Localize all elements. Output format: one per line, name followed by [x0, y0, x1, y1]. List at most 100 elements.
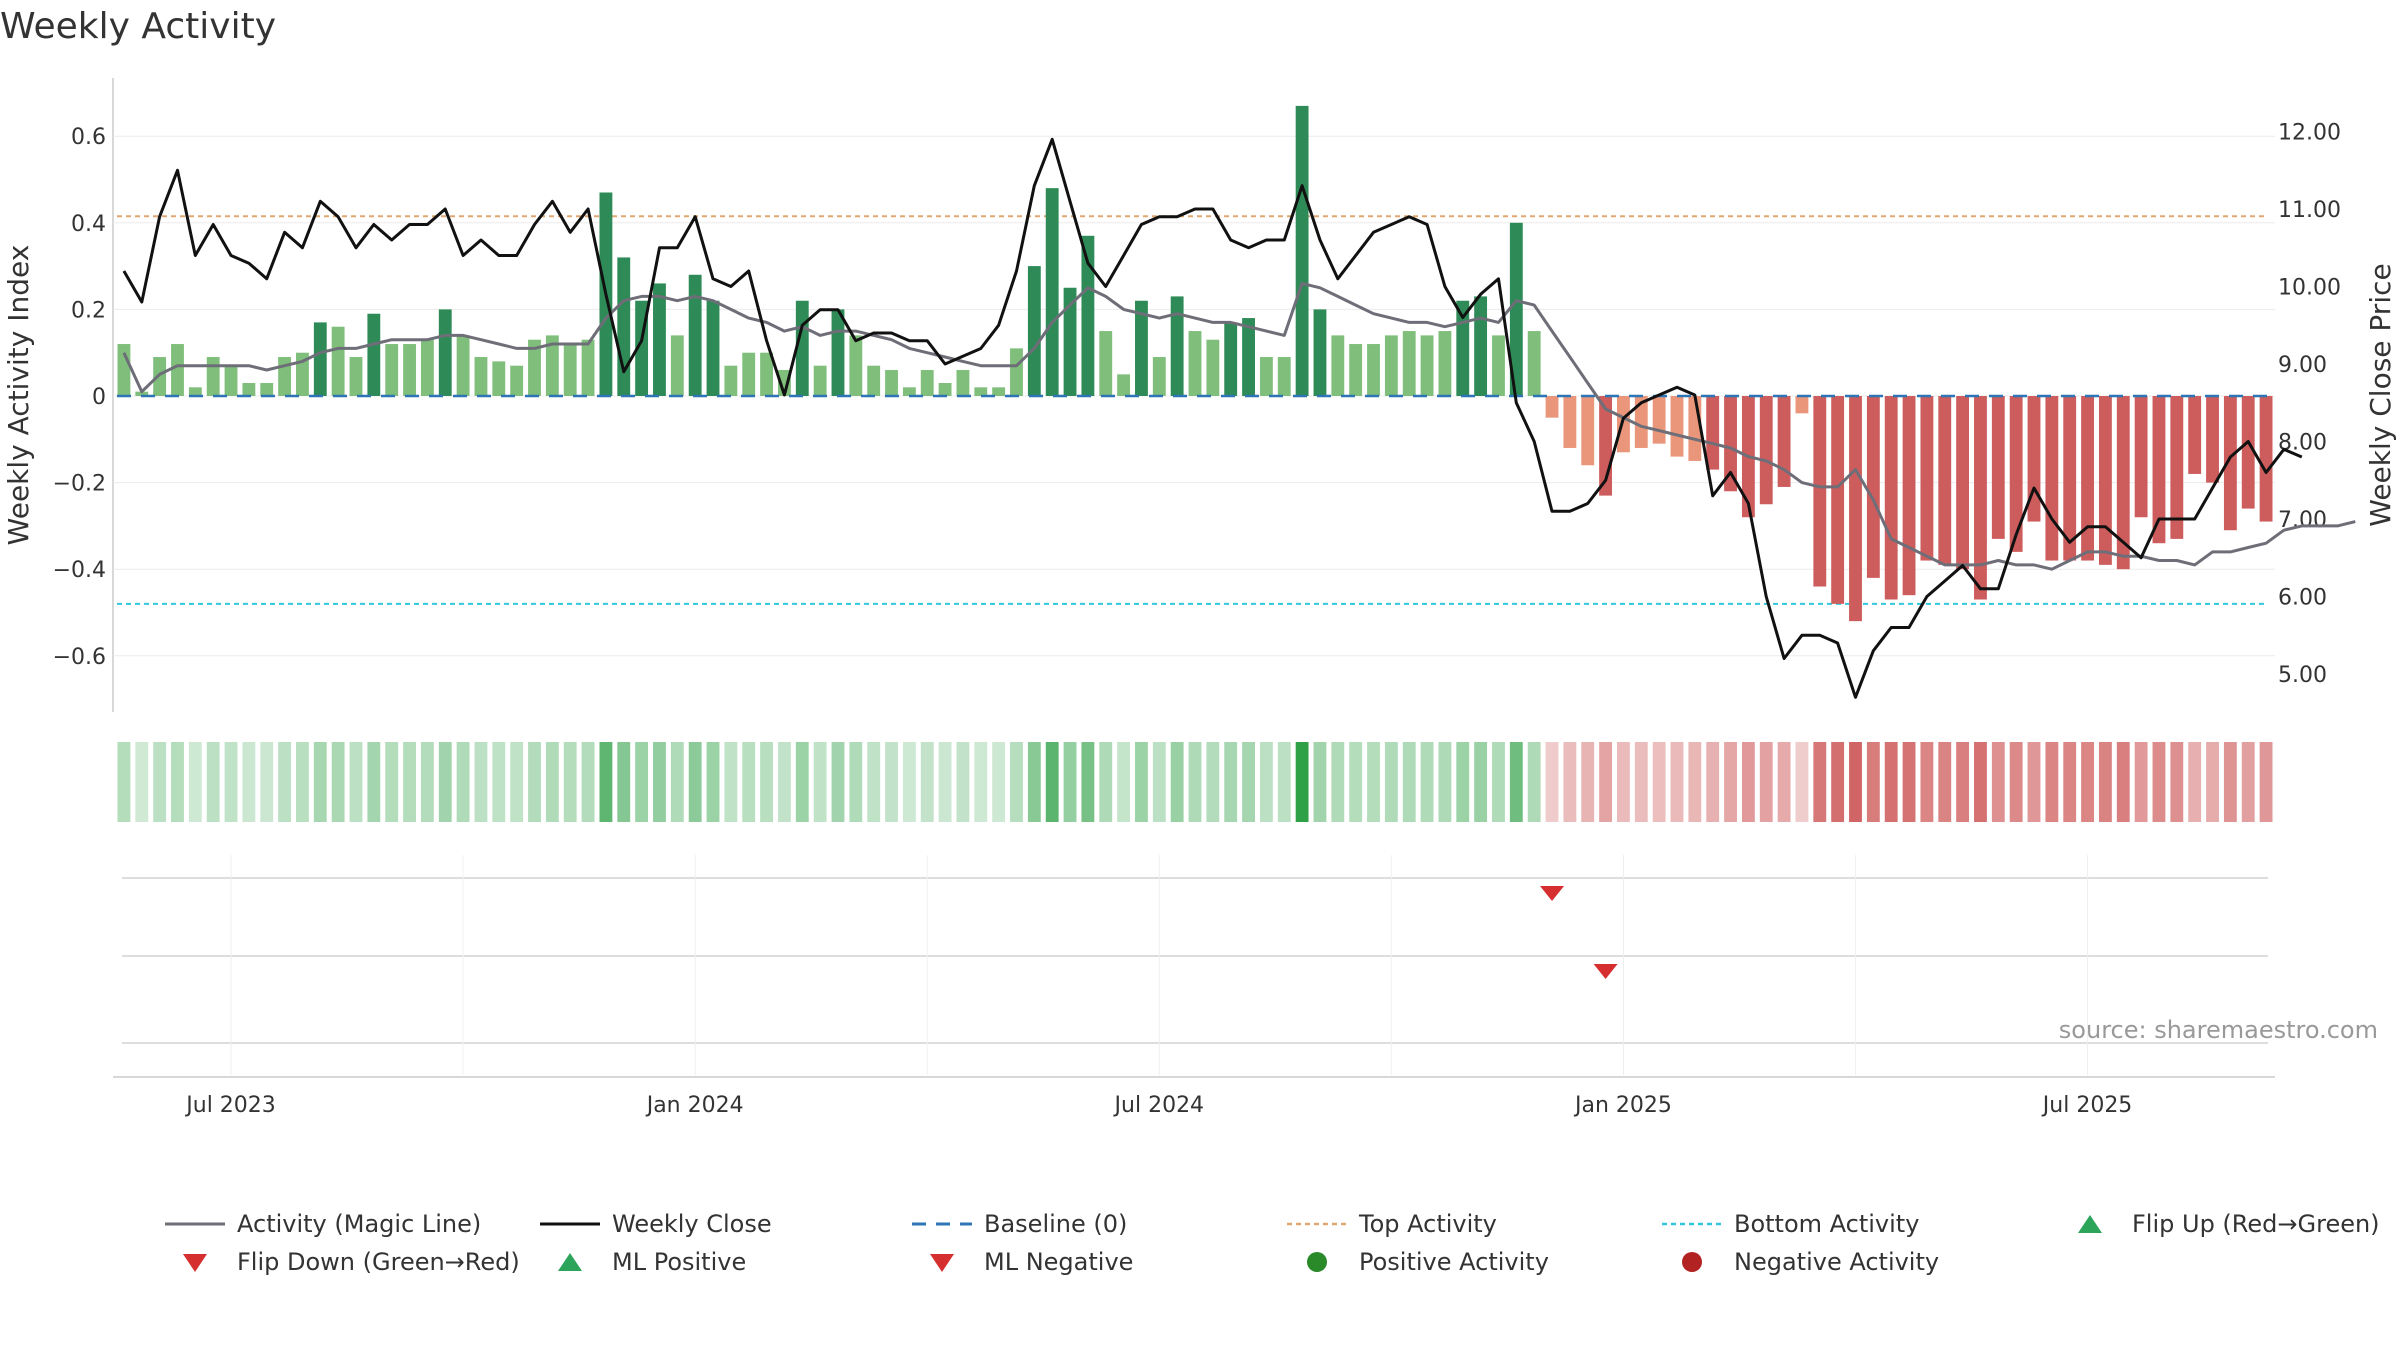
activity-bar-9 — [278, 357, 292, 396]
y-tick-left-3: 0 — [92, 385, 106, 410]
heat-cell-85 — [1634, 742, 1648, 822]
heat-cell-12 — [331, 742, 345, 822]
activity-bar-40 — [831, 309, 845, 396]
activity-bar-120 — [2259, 396, 2273, 522]
source-label: source: sharemaestro.com — [2059, 1016, 2378, 1044]
activity-bar-82 — [1581, 396, 1595, 466]
heat-cell-39 — [813, 742, 827, 822]
activity-bar-79 — [1527, 331, 1541, 396]
heat-cell-108 — [2045, 742, 2059, 822]
heat-cell-30 — [653, 742, 666, 822]
legend-label-8: ML Negative — [984, 1248, 1133, 1276]
heat-cell-71 — [1384, 742, 1398, 822]
activity-bar-21 — [492, 361, 506, 396]
heat-cell-53 — [1063, 742, 1077, 822]
activity-bar-80 — [1545, 396, 1559, 418]
heat-cell-66 — [1295, 742, 1309, 822]
heat-cell-69 — [1349, 742, 1363, 822]
heat-cell-8 — [260, 742, 274, 822]
heat-cell-72 — [1402, 742, 1416, 822]
heat-cell-88 — [1688, 742, 1702, 822]
heat-cell-1 — [135, 742, 149, 822]
heat-cell-48 — [974, 742, 988, 822]
activity-bar-109 — [2063, 396, 2077, 561]
activity-bar-71 — [1384, 335, 1398, 396]
heat-cell-27 — [599, 742, 613, 822]
y-tick-left-0: 0.6 — [71, 125, 106, 150]
legend-marker-8 — [930, 1254, 954, 1272]
activity-bar-67 — [1313, 309, 1327, 396]
legend-label-10: Negative Activity — [1734, 1248, 1939, 1276]
legend-label-7: ML Positive — [612, 1248, 746, 1276]
heat-cell-13 — [349, 742, 363, 822]
activity-bar-60 — [1188, 331, 1202, 396]
activity-bar-32 — [688, 274, 702, 396]
y-tick-right-6: 6.00 — [2278, 586, 2327, 611]
y-tick-right-3: 9.00 — [2278, 353, 2327, 378]
activity-bar-100 — [1902, 396, 1916, 596]
activity-bar-34 — [724, 365, 738, 396]
y-tick-right-1: 11.00 — [2278, 198, 2341, 223]
activity-bar-5 — [206, 357, 220, 396]
heat-cell-25 — [563, 742, 577, 822]
activity-bar-16 — [403, 344, 416, 396]
activity-bar-2 — [153, 357, 167, 396]
heat-cell-83 — [1599, 742, 1613, 822]
heat-cell-59 — [1170, 742, 1184, 822]
activity-bar-28 — [617, 257, 631, 396]
activity-bar-52 — [1045, 188, 1059, 396]
heat-cell-109 — [2063, 742, 2077, 822]
y-tick-left-1: 0.4 — [71, 212, 106, 237]
activity-bar-110 — [2081, 396, 2094, 561]
heat-cell-24 — [545, 742, 559, 822]
heat-cell-87 — [1670, 742, 1684, 822]
activity-bar-41 — [849, 335, 863, 396]
heat-cell-51 — [1027, 742, 1041, 822]
heat-cell-93 — [1777, 742, 1791, 822]
legend-label-4: Bottom Activity — [1734, 1210, 1919, 1238]
y-tick-right-0: 12.00 — [2278, 121, 2341, 146]
heat-cell-102 — [1938, 742, 1952, 822]
heat-cell-42 — [867, 742, 881, 822]
activity-bar-36 — [760, 352, 773, 396]
activity-bar-106 — [2009, 396, 2023, 552]
legend-marker-10 — [1682, 1252, 1702, 1272]
heat-cell-116 — [2188, 742, 2202, 822]
activity-bar-116 — [2188, 396, 2202, 474]
activity-bar-1 — [135, 391, 149, 396]
activity-bar-103 — [1956, 396, 1970, 570]
activity-bar-87 — [1670, 396, 1684, 457]
activity-bar-57 — [1135, 300, 1148, 396]
y-tick-right-7: 5.00 — [2278, 663, 2327, 688]
heat-cell-95 — [1813, 742, 1827, 822]
activity-bar-55 — [1099, 331, 1113, 396]
heat-cell-70 — [1367, 742, 1380, 822]
heat-cell-45 — [920, 742, 934, 822]
heat-cell-15 — [385, 742, 399, 822]
y-axis-label-left: Weekly Activity Index — [2, 245, 35, 546]
heat-cell-120 — [2259, 742, 2273, 822]
activity-bar-22 — [510, 365, 524, 396]
y-axis-label-right: Weekly Close Price — [2364, 263, 2397, 526]
heat-cell-7 — [242, 742, 256, 822]
heat-cell-54 — [1081, 742, 1095, 822]
activity-bar-81 — [1563, 396, 1577, 448]
activity-bar-76 — [1474, 296, 1488, 396]
heat-cell-112 — [2116, 742, 2130, 822]
activity-bar-44 — [902, 387, 916, 396]
activity-bar-90 — [1724, 396, 1737, 492]
heat-cell-35 — [742, 742, 756, 822]
heat-cell-118 — [2223, 742, 2237, 822]
legend-label-9: Positive Activity — [1359, 1248, 1549, 1276]
heat-cell-19 — [456, 742, 470, 822]
activity-bar-15 — [385, 344, 399, 396]
activity-bar-105 — [1991, 396, 2005, 539]
flip-down-marker-1 — [1593, 964, 1618, 979]
heat-cell-29 — [635, 742, 649, 822]
heat-cell-78 — [1509, 742, 1523, 822]
heat-cell-2 — [153, 742, 167, 822]
heat-cell-50 — [1010, 742, 1023, 822]
heat-cell-31 — [670, 742, 684, 822]
activity-bar-98 — [1866, 396, 1880, 578]
